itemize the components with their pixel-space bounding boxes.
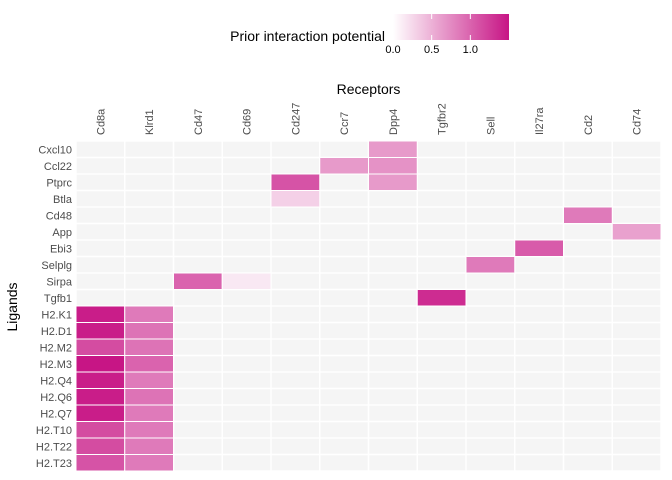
heatmap-tile-h2-q4-klrd1 (124, 371, 174, 389)
heatmap-tile-tgfb1-tgfbr2 (416, 289, 467, 307)
heatmap-tile-h2-k1-cd8a (75, 305, 126, 323)
x-tick-labels: Cd8a Klrd1 Cd47 Cd69 Cd247 Ccr7 Dpp4 Tgfbr2 Sell… (95, 103, 643, 135)
heatmap-tile-ptprc-cd247 (270, 173, 321, 191)
legend-tick-label: 0.5 (424, 44, 439, 56)
x-tick-label-il27ra: Il27ra (534, 107, 546, 135)
heatmap-tile-ccl22-ccr7 (319, 157, 369, 175)
heatmap-tile-sirpa-cd69 (221, 272, 272, 290)
y-tick-label-h2-q7: H2.Q7 (40, 408, 72, 420)
y-tick-label-h2-m3: H2.M3 (40, 359, 72, 371)
heatmap-tile-h2-t23-klrd1 (124, 454, 174, 472)
y-tick-label-ptprc: Ptprc (46, 177, 72, 189)
y-tick-label-ccl22: Ccl22 (44, 161, 72, 173)
heatmap-tile-selplg-sell (465, 256, 516, 274)
heatmap-tile-h2-t23-cd8a (75, 454, 126, 472)
heatmap-tile-ebi3-il27ra (514, 239, 564, 257)
x-tick-label-ccr7: Ccr7 (339, 112, 351, 135)
y-axis-title: Ligands (4, 282, 20, 331)
x-tick-label-cd8a: Cd8a (95, 108, 107, 135)
legend-title: Prior interaction potential (230, 28, 385, 44)
heatmap-tile-h2-t22-cd8a (75, 437, 126, 455)
heatmap-tile-ptprc-dpp4 (368, 173, 418, 191)
heatmap-tile-h2-t10-cd8a (75, 421, 126, 439)
x-tick-label-sell: Sell (485, 117, 497, 135)
y-tick-label-app: App (52, 227, 72, 239)
y-tick-label-h2-k1: H2.K1 (41, 309, 72, 321)
y-tick-labels: Cxcl10 Ccl22 Ptprc Btla Cd48 App Ebi3 Selplg Sir… (36, 144, 73, 470)
y-tick-label-h2-t23: H2.T23 (36, 458, 72, 470)
y-tick-label-cxcl10: Cxcl10 (38, 144, 72, 156)
x-axis-title: Receptors (337, 81, 401, 97)
y-tick-label-h2-t22: H2.T22 (36, 441, 72, 453)
heatmap-tile-h2-k1-klrd1 (124, 305, 174, 323)
heatmap-tile-h2-m2-klrd1 (124, 338, 174, 356)
x-tick-label-cd47: Cd47 (193, 109, 205, 135)
x-tick-label-klrd1: Klrd1 (144, 109, 156, 135)
heatmap-tile-ccl22-dpp4 (368, 157, 418, 175)
x-tick-label-cd247: Cd247 (290, 103, 302, 135)
y-tick-label-tgfb1: Tgfb1 (44, 293, 72, 305)
y-tick-label-h2-m2: H2.M2 (40, 342, 72, 354)
heatmap-tile-h2-q4-cd8a (75, 371, 126, 389)
heatmap-tile-h2-m3-klrd1 (124, 355, 174, 373)
heatmap-tile-h2-d1-klrd1 (124, 322, 174, 340)
heatmap-tile-h2-q6-cd8a (75, 388, 126, 406)
heatmap-tile-cd48-cd2 (563, 206, 613, 224)
y-tick-label-h2-d1: H2.D1 (41, 326, 72, 338)
heatmap-tile-btla-cd247 (270, 190, 321, 208)
x-tick-label-cd74: Cd74 (632, 109, 644, 135)
legend-tick-label: 1.0 (463, 44, 478, 56)
y-tick-label-h2-q6: H2.Q6 (40, 392, 72, 404)
y-tick-label-btla: Btla (53, 194, 73, 206)
y-tick-label-sirpa: Sirpa (46, 276, 73, 288)
heatmap-tile-h2-q7-klrd1 (124, 404, 174, 422)
y-tick-label-h2-q4: H2.Q4 (40, 375, 72, 387)
legend: Prior interaction potential 0.0 0.5 1.0 (230, 14, 509, 56)
heatmap-tiles (75, 140, 662, 472)
heatmap-tile-h2-q6-klrd1 (124, 388, 174, 406)
heatmap-tile-h2-m3-cd8a (75, 355, 126, 373)
legend-colorbar (393, 14, 509, 40)
heatmap-tile-h2-m2-cd8a (75, 338, 126, 356)
y-tick-label-h2-t10: H2.T10 (36, 425, 72, 437)
heatmap-tile-h2-t22-klrd1 (124, 437, 174, 455)
heatmap-tile-h2-d1-cd8a (75, 322, 126, 340)
heatmap-tile-app-cd74 (611, 223, 662, 241)
heatmap-tile-sirpa-cd47 (173, 272, 223, 290)
y-tick-label-cd48: Cd48 (46, 210, 72, 222)
heatmap-tile-h2-q7-cd8a (75, 404, 126, 422)
y-tick-label-selplg: Selplg (41, 260, 72, 272)
legend-tick-label: 0.0 (385, 44, 400, 56)
heatmap-tile-cxcl10-dpp4 (368, 140, 418, 158)
x-tick-label-tgfbr2: Tgfbr2 (437, 103, 449, 135)
x-tick-label-cd2: Cd2 (583, 115, 595, 135)
legend-ticks: 0.0 0.5 1.0 (385, 14, 478, 56)
y-tick-label-ebi3: Ebi3 (50, 243, 72, 255)
x-tick-label-dpp4: Dpp4 (388, 109, 400, 135)
heatmap-tile-h2-t10-klrd1 (124, 421, 174, 439)
x-tick-label-cd69: Cd69 (242, 109, 254, 135)
